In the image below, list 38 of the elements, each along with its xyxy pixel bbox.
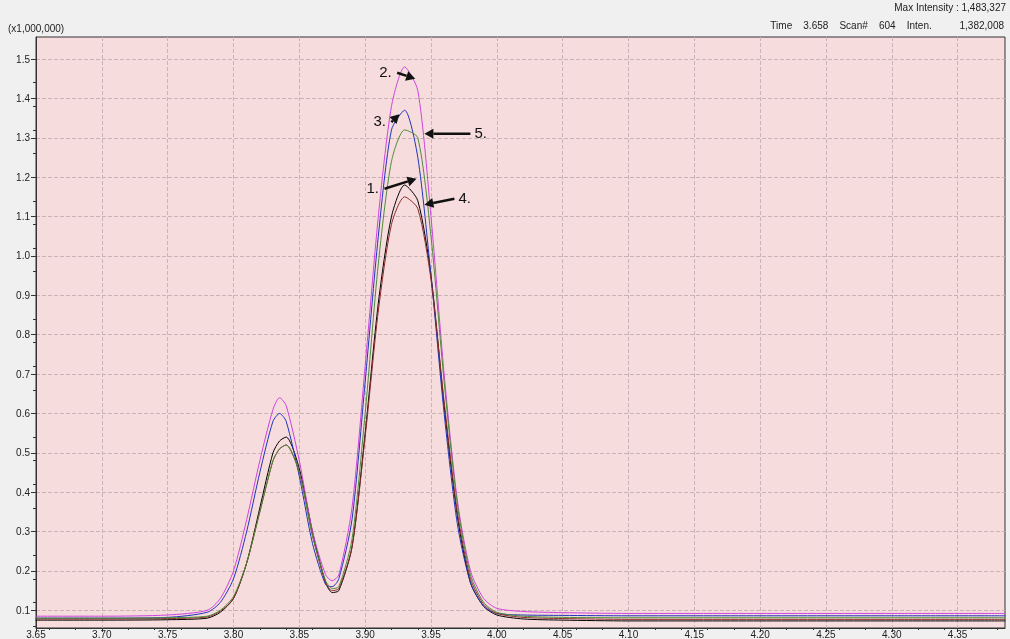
x-tick-label: 3.85	[289, 628, 310, 639]
x-tick-label: 4.20	[750, 628, 771, 639]
x-tick-label: 3.65	[26, 628, 47, 639]
y-tick-label: 0.2	[16, 565, 31, 577]
x-tick-label: 4.30	[882, 628, 902, 639]
y-tick-label: 0.6	[16, 407, 31, 419]
x-tick-label: 3.70	[92, 628, 112, 639]
y-tick-label: 1.3	[16, 132, 31, 144]
x-tick-label: 4.00	[487, 628, 507, 639]
annotation: 1.	[366, 178, 380, 196]
y-tick-label: 1.5	[16, 53, 31, 65]
text: Time 3.658 Scan# 604 Inten. 1,382,008	[770, 19, 1005, 31]
y-tick-label: 0.8	[16, 329, 31, 341]
x-tick-label: 3.75	[157, 628, 178, 639]
y-tick-label: 1.1	[16, 211, 31, 223]
y-tick-label: 0.9	[16, 289, 31, 301]
x-tick-label: 3.90	[355, 628, 376, 639]
y-tick-label: 0.3	[16, 526, 31, 538]
y-axis-title: (x1,000,000)	[8, 22, 65, 34]
x-tick-label: 4.05	[552, 628, 573, 639]
x-tick-label: 3.80	[223, 628, 244, 639]
x-tick-label: 4.10	[618, 628, 639, 639]
annotation: 4.	[458, 188, 471, 206]
x-tick-label: 4.15	[684, 628, 705, 639]
y-tick-label: 1.0	[16, 250, 31, 262]
x-tick-label: 4.35	[947, 628, 968, 639]
text: Max Intensity : 1,483,327	[894, 1, 1007, 13]
y-tick-label: 1.4	[16, 92, 31, 104]
annotation: 3.	[373, 112, 386, 130]
x-tick-label: 3.95	[421, 628, 442, 639]
x-tick-label: 4.25	[816, 628, 837, 639]
annotation: 5.	[474, 123, 487, 141]
y-tick-label: 0.7	[16, 368, 31, 380]
y-tick-label: 0.5	[16, 447, 31, 459]
annotation: 2.	[379, 62, 392, 80]
y-tick-label: 0.4	[16, 486, 31, 498]
y-tick-label: 1.2	[16, 171, 31, 183]
y-tick-label: 0.1	[16, 604, 31, 616]
